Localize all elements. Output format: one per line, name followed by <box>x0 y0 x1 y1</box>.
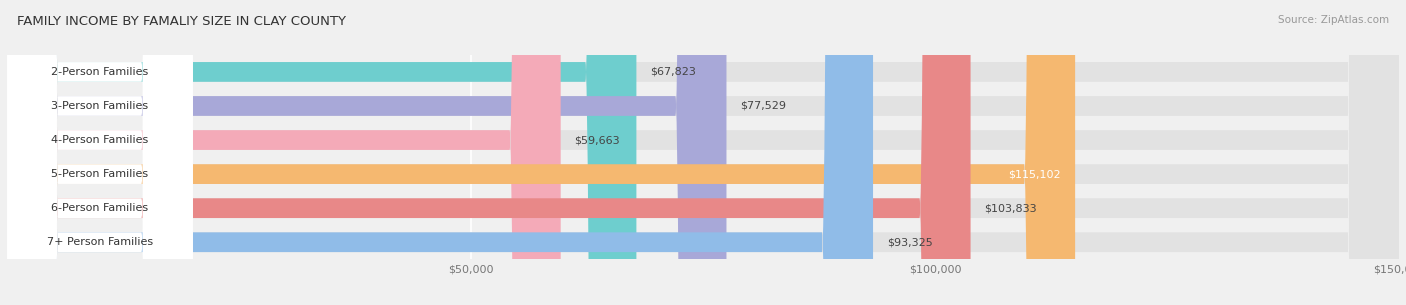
Text: 2-Person Families: 2-Person Families <box>51 67 149 77</box>
Text: $115,102: $115,102 <box>1008 169 1062 179</box>
FancyBboxPatch shape <box>7 0 193 305</box>
FancyBboxPatch shape <box>7 0 193 305</box>
FancyBboxPatch shape <box>7 0 193 305</box>
FancyBboxPatch shape <box>7 0 1399 305</box>
FancyBboxPatch shape <box>7 0 873 305</box>
Text: 5-Person Families: 5-Person Families <box>51 169 149 179</box>
Text: $59,663: $59,663 <box>575 135 620 145</box>
Text: 6-Person Families: 6-Person Families <box>51 203 149 213</box>
FancyBboxPatch shape <box>7 0 1076 305</box>
FancyBboxPatch shape <box>7 0 1399 305</box>
Text: $93,325: $93,325 <box>887 237 932 247</box>
Text: 3-Person Families: 3-Person Families <box>51 101 149 111</box>
FancyBboxPatch shape <box>7 0 637 305</box>
Text: $67,823: $67,823 <box>651 67 696 77</box>
FancyBboxPatch shape <box>7 0 1399 305</box>
Text: $103,833: $103,833 <box>984 203 1038 213</box>
Text: 4-Person Families: 4-Person Families <box>51 135 149 145</box>
Text: $77,529: $77,529 <box>741 101 786 111</box>
FancyBboxPatch shape <box>7 0 193 305</box>
FancyBboxPatch shape <box>7 0 561 305</box>
FancyBboxPatch shape <box>7 0 970 305</box>
FancyBboxPatch shape <box>7 0 1399 305</box>
FancyBboxPatch shape <box>7 0 1399 305</box>
Text: FAMILY INCOME BY FAMALIY SIZE IN CLAY COUNTY: FAMILY INCOME BY FAMALIY SIZE IN CLAY CO… <box>17 15 346 28</box>
FancyBboxPatch shape <box>7 0 727 305</box>
FancyBboxPatch shape <box>7 0 193 305</box>
FancyBboxPatch shape <box>7 0 1399 305</box>
FancyBboxPatch shape <box>7 0 193 305</box>
Text: 7+ Person Families: 7+ Person Families <box>46 237 153 247</box>
Text: Source: ZipAtlas.com: Source: ZipAtlas.com <box>1278 15 1389 25</box>
